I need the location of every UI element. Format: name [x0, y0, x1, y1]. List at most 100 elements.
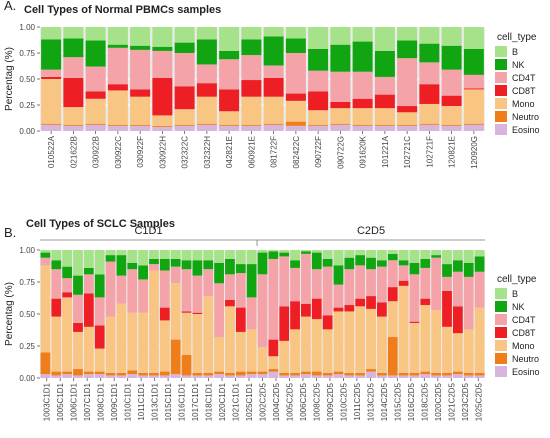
bar-segment — [159, 371, 170, 376]
bar-segment — [159, 307, 170, 321]
x-tick-label: 030922F — [136, 136, 145, 168]
bar-segment — [474, 271, 485, 308]
x-tick-label: 1009C2D5 — [326, 382, 335, 421]
bar-segment — [409, 372, 420, 376]
bar-segment — [241, 39, 262, 56]
bar-segment — [107, 47, 128, 85]
bar-segment — [268, 339, 279, 357]
x-tick-label: 1002C2D5 — [259, 382, 268, 421]
bar-segment — [374, 76, 395, 95]
bar-segment — [63, 27, 84, 39]
bar-segment — [127, 370, 138, 375]
bar-segment — [130, 96, 151, 125]
bar-segment — [452, 306, 463, 334]
bar-segment — [196, 83, 217, 97]
bar-segment — [40, 374, 51, 378]
bar-segment — [130, 45, 151, 50]
bar-segment — [41, 124, 62, 131]
panel-label: B. — [4, 225, 16, 240]
bar-segment — [107, 44, 128, 48]
bar-segment — [441, 95, 462, 107]
bar-segment — [73, 250, 83, 276]
bar-segment — [285, 121, 306, 126]
x-tick-label: 030922B — [92, 136, 101, 168]
y-tick-label: 1.00 — [19, 246, 35, 255]
x-tick-label: 1025C1D1 — [245, 382, 254, 421]
bar-segment — [246, 250, 257, 265]
x-tick-label: 032322C — [181, 136, 190, 169]
bar-segment — [181, 312, 192, 355]
bar-segment — [225, 375, 235, 378]
bar-segment — [130, 125, 151, 131]
bar-segment — [235, 375, 246, 378]
bar-segment — [431, 375, 442, 378]
x-tick-label: 1021C2D5 — [447, 382, 456, 421]
bar-segment — [257, 374, 268, 378]
bar-segment — [192, 375, 203, 378]
bar-segment — [344, 250, 355, 258]
bar-segment — [442, 276, 452, 291]
bar-segment — [442, 264, 452, 277]
bar-segment — [62, 371, 73, 375]
bar-segment — [330, 108, 351, 124]
bar-segment — [311, 269, 322, 299]
bar-segment — [149, 258, 159, 265]
bar-segment — [352, 124, 373, 126]
bar-segment — [322, 375, 333, 378]
bar-segment — [63, 125, 84, 131]
bar-segment — [63, 77, 84, 108]
bar-segment — [152, 126, 173, 131]
bar-segment — [441, 124, 462, 126]
bar-segment — [333, 284, 344, 308]
bar-segment — [41, 27, 62, 40]
bar-segment — [463, 123, 484, 125]
bar-segment — [474, 307, 485, 373]
bar-segment — [397, 124, 418, 126]
bar-segment — [377, 302, 387, 317]
bar-segment — [463, 74, 484, 89]
bar-segment — [94, 297, 105, 326]
bar-segment — [85, 66, 106, 92]
bar-segment — [40, 265, 51, 353]
bar-segment — [352, 125, 373, 131]
bar-segment — [203, 269, 214, 297]
bar-segment — [431, 310, 442, 373]
x-tick-label: 120920G — [470, 136, 479, 169]
bar-segment — [366, 250, 376, 258]
bar-segment — [311, 250, 322, 253]
bar-segment — [116, 275, 127, 304]
x-tick-label: 1023C2D5 — [461, 382, 470, 421]
x-tick-label: 081722F — [270, 136, 279, 168]
bar-segment — [159, 375, 170, 378]
bar-segment — [420, 298, 431, 306]
bar-segment — [219, 124, 240, 126]
bar-segment — [374, 50, 395, 77]
y-tick-label: 0.75 — [19, 278, 35, 287]
legend-swatch — [495, 46, 507, 57]
bar-segment — [94, 374, 105, 378]
bar-segment — [203, 372, 214, 376]
bar-segment — [330, 27, 351, 45]
bar-segment — [214, 262, 224, 284]
bar-segment — [130, 27, 151, 46]
legend-swatch — [495, 366, 507, 377]
bar-segment — [51, 371, 62, 376]
bar-segment — [344, 269, 355, 306]
bar-segment — [463, 372, 474, 376]
bar-segment — [420, 267, 431, 299]
legend-label: Mono — [512, 341, 535, 351]
bar-segment — [263, 96, 284, 124]
bar-segment — [181, 354, 192, 376]
x-tick-label: 1015C1D1 — [164, 382, 173, 421]
bar-segment — [398, 280, 409, 286]
x-tick-label: 1016C1D1 — [178, 382, 187, 421]
bar-segment — [196, 124, 217, 131]
bar-segment — [409, 321, 420, 323]
bar-segment — [51, 298, 62, 317]
bar-segment — [107, 84, 128, 91]
bar-segment — [127, 312, 138, 371]
x-tick-label: 1018C2D5 — [420, 382, 429, 421]
bar-segment — [377, 266, 387, 303]
bar-segment — [290, 250, 300, 261]
